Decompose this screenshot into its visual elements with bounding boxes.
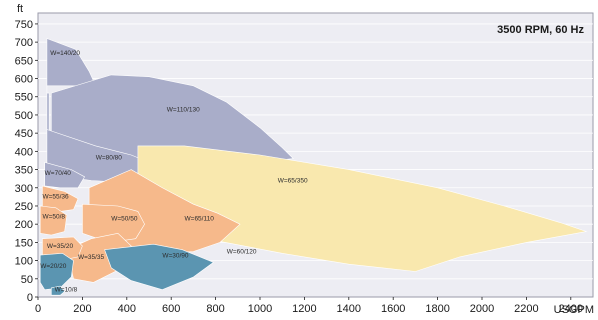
- y-tick-label: 50: [21, 274, 33, 286]
- y-tick-label: 250: [15, 201, 33, 213]
- y-tick-label: 0: [27, 292, 33, 304]
- x-tick-label: 600: [162, 303, 180, 315]
- x-tick-label: 1200: [292, 303, 316, 315]
- region-label: W=35/20: [47, 243, 74, 250]
- x-tick-label: 200: [73, 303, 91, 315]
- region-label: W=20/20: [40, 263, 67, 270]
- region-blue: [39, 252, 74, 291]
- region-label: W=35/35: [78, 254, 105, 261]
- x-tick-label: 1800: [425, 303, 449, 315]
- y-tick-label: 550: [15, 92, 33, 104]
- region-orange: [39, 205, 68, 236]
- region-label: W=50/50: [111, 216, 138, 223]
- y-tick-label: 350: [15, 165, 33, 177]
- region-label: W=30/90: [162, 253, 189, 260]
- region-labels: W=140/20 W=110/130 W=80/80 W=70/40 W=65/350 W…: [40, 50, 308, 294]
- x-tick-label: 1400: [337, 303, 361, 315]
- region-label: W=65/110: [185, 216, 215, 223]
- region-label: W=10/8: [55, 287, 78, 294]
- y-tick-label: 500: [15, 110, 33, 122]
- y-tick-label: 200: [15, 219, 33, 231]
- y-tick-label: 600: [15, 74, 33, 86]
- x-tick-label: 0: [35, 303, 41, 315]
- region-label: W=50/8: [42, 214, 65, 221]
- coverage-regions: [39, 38, 588, 296]
- region-blue: [50, 285, 66, 296]
- x-tick-label: 400: [118, 303, 136, 315]
- region-label: W=140/20: [50, 50, 80, 57]
- x-ticks: 0 200 400 600 800 1000 1200 1400 1600 1800 2000 220…: [35, 297, 583, 315]
- y-tick-label: 650: [15, 55, 33, 67]
- y-tick-label: 300: [15, 183, 33, 195]
- region-label: W=60/120: [227, 248, 257, 255]
- y-tick-label: 100: [15, 256, 33, 268]
- x-tick-label: 1000: [248, 303, 272, 315]
- y-tick-label: 150: [15, 237, 33, 249]
- y-ticks: 0 50 100 150 200 250 300 350 400 450 500 550 600 650 7…: [15, 19, 38, 304]
- region-label: W=65/350: [278, 177, 308, 184]
- y-tick-label: 750: [15, 19, 33, 31]
- region-label: W=55/36: [42, 194, 69, 201]
- region-blue: [104, 243, 215, 291]
- x-tick-label: 800: [206, 303, 224, 315]
- y-tick-label: 700: [15, 37, 33, 49]
- y-tick-label: 400: [15, 146, 33, 158]
- region-orange: [82, 203, 145, 243]
- region-label: W=80/80: [96, 154, 123, 161]
- region-label: W=70/40: [45, 170, 72, 177]
- region-label: W=110/130: [167, 106, 200, 113]
- y-axis-unit: ft: [17, 3, 23, 15]
- region-grey: [44, 161, 86, 189]
- x-tick-label: 2000: [470, 303, 494, 315]
- y-tick-label: 450: [15, 128, 33, 140]
- x-tick-label: 1600: [381, 303, 405, 315]
- x-axis-unit: USGPM: [554, 304, 594, 316]
- chart-title: 3500 RPM, 60 Hz: [497, 24, 584, 36]
- x-tick-label: 2200: [514, 303, 538, 315]
- x-tick-label: 2400: [559, 303, 583, 315]
